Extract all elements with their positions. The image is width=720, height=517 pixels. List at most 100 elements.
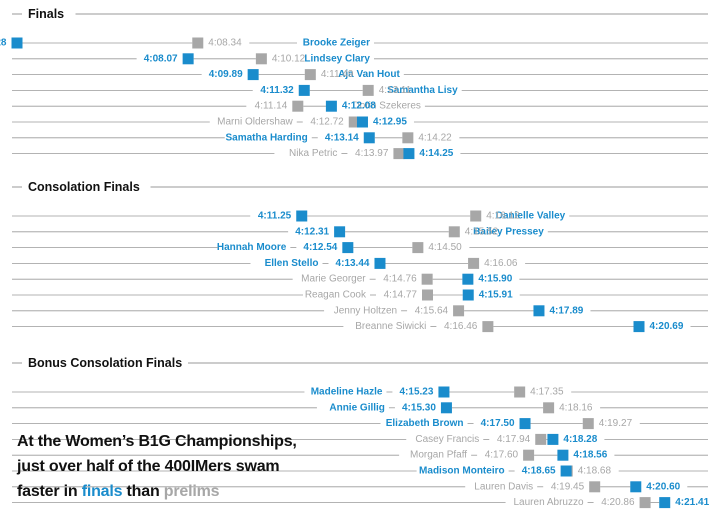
swimmer-name: Reagan Cook <box>305 290 367 301</box>
prelim-time-label: 4:18.16 <box>559 402 593 413</box>
swimmer-name: Annie Gillig <box>329 402 385 413</box>
prelim-marker <box>421 273 433 285</box>
prelim-time-label: 4:10.12 <box>272 53 306 64</box>
final-marker <box>296 210 308 222</box>
prelim-marker <box>535 433 547 445</box>
section-label: Bonus Consolation Finals <box>28 356 182 370</box>
final-time-label: 4:12.08 <box>342 101 376 112</box>
final-time-label: 4:15.23 <box>400 387 434 398</box>
final-time-label: 4:17.89 <box>549 305 583 316</box>
section-label: Consolation Finals <box>28 180 140 194</box>
title-line-3: faster in finals than prelims <box>17 479 317 504</box>
legend-prelims: prelims <box>163 483 220 500</box>
prelim-time-label: 4:17.60 <box>485 450 519 461</box>
final-time-label: 4:13.44 <box>336 258 370 269</box>
title-prefix: faster in <box>17 483 78 500</box>
final-marker <box>630 481 642 493</box>
title-line-1: At the Women’s B1G Championships, <box>17 433 297 450</box>
swimmer-name: Elizabeth Brown <box>386 418 464 429</box>
final-marker <box>440 402 452 414</box>
swimmer-name: Lauren Abruzzo <box>514 497 584 508</box>
swimmer-name: Marni Oldershaw <box>217 117 293 128</box>
final-marker <box>633 321 645 333</box>
prelim-marker <box>453 305 465 317</box>
prelim-time-label: 4:16.06 <box>484 258 518 269</box>
prelim-marker <box>589 481 601 493</box>
swimmer-name: Marie Georger <box>301 274 366 285</box>
final-time-label: 4:15.91 <box>479 290 513 301</box>
prelim-time-label: 4:13.97 <box>355 148 389 159</box>
prelim-time-label: 4:14.22 <box>418 132 452 143</box>
final-marker <box>11 37 23 49</box>
prelim-marker <box>304 69 316 81</box>
prelim-time-label: 4:11.14 <box>255 101 288 112</box>
prelim-time-label: 4:16.46 <box>444 321 478 332</box>
prelim-time-label: 4:14.77 <box>384 290 418 301</box>
swimmer-name: Aja Van Hout <box>338 69 400 80</box>
final-time-label: 4:12.31 <box>295 226 329 237</box>
prelim-time-label: 4:19.45 <box>551 481 585 492</box>
prelim-time-label: 4:17.94 <box>497 434 531 445</box>
final-time-label: 4:09.89 <box>209 69 243 80</box>
legend-finals: finals <box>81 483 123 500</box>
final-marker <box>659 497 671 509</box>
final-marker <box>182 53 194 65</box>
final-time-label: 4:20.69 <box>650 321 684 332</box>
prelim-marker <box>393 148 405 160</box>
prelim-time-label: 4:15.64 <box>415 305 449 316</box>
swimmer-name: Samatha Harding <box>226 132 308 143</box>
prelim-marker <box>470 210 482 222</box>
final-marker <box>533 305 545 317</box>
final-time-label: 4:11.25 <box>258 211 292 222</box>
prelim-marker <box>482 321 494 333</box>
prelim-time-label: 4:14.50 <box>428 242 462 253</box>
prelim-time-label: 4:19.27 <box>599 418 633 429</box>
final-marker <box>356 116 368 128</box>
final-marker <box>547 433 559 445</box>
final-time-label: 4:18.56 <box>573 450 607 461</box>
prelim-marker <box>402 132 414 144</box>
final-marker <box>403 148 415 160</box>
prelim-marker <box>292 100 304 112</box>
prelim-time-label: 4:14.76 <box>383 274 417 285</box>
prelim-time-label: 4:18.68 <box>578 466 612 477</box>
swimmer-name: Breanne Siwicki <box>355 321 426 332</box>
final-time-label: 4:14.25 <box>419 148 453 159</box>
swimmer-name: Bailey Pressey <box>473 226 544 237</box>
prelim-marker <box>639 497 651 509</box>
final-marker <box>247 69 259 81</box>
final-time-label: 4:15.30 <box>402 402 436 413</box>
swimmer-name: Hannah Moore <box>217 242 287 253</box>
prelim-marker <box>362 84 374 96</box>
final-time-label: 4:17.50 <box>481 418 515 429</box>
title-middle: than <box>126 483 160 500</box>
prelim-time-label: 4:20.86 <box>601 497 635 508</box>
final-time-label: 4:21.41 <box>675 497 709 508</box>
prelim-marker <box>468 257 480 269</box>
final-time-label: 4:12.95 <box>373 117 407 128</box>
final-time-label: 4:13.14 <box>325 132 359 143</box>
prelim-marker <box>514 386 526 398</box>
final-marker <box>557 449 569 461</box>
prelim-marker <box>255 53 267 65</box>
final-marker <box>560 465 572 477</box>
prelim-marker <box>543 402 555 414</box>
swimmer-name: Madison Monteiro <box>419 466 505 477</box>
final-marker <box>325 100 337 112</box>
final-marker <box>363 132 375 144</box>
final-time-label: 4:15.90 <box>478 274 512 285</box>
final-marker <box>462 273 474 285</box>
final-marker <box>438 386 450 398</box>
swimmer-name: Dorin Szekeres <box>353 101 421 112</box>
swimmer-name: Danielle Valley <box>496 211 566 222</box>
prelim-time-label: 4:15.52 <box>465 226 499 237</box>
prelim-marker <box>523 449 535 461</box>
section-label: Finals <box>28 7 64 21</box>
prelim-time-label: 4:16.12 <box>486 211 520 222</box>
prelim-marker <box>448 226 460 238</box>
final-marker <box>374 257 386 269</box>
prelim-marker <box>348 116 360 128</box>
swimmer-name: Brooke Zeiger <box>303 38 370 49</box>
final-time-label: 4:11.32 <box>260 85 294 96</box>
